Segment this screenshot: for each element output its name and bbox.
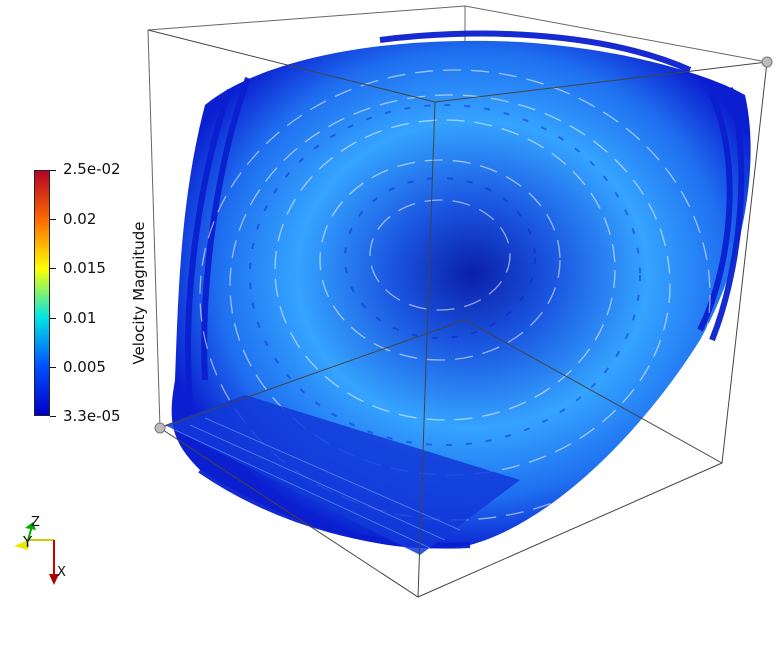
bounding-box-front (147, 29, 768, 598)
x-axis-arrow (49, 574, 59, 585)
colorbar-tick-mark (50, 318, 56, 319)
x-axis-label: X (57, 565, 66, 580)
colorbar-tick-label: 0.01 (63, 309, 97, 327)
y-axis-label: Y (23, 533, 33, 551)
colorbar-gradient (34, 170, 50, 416)
colorbar-tick-label: 0.005 (63, 358, 106, 376)
colorbar-tick-mark (50, 367, 56, 368)
box-corner-marker (761, 56, 773, 68)
colorbar-title: Velocity Magnitude (130, 221, 148, 365)
z-axis-arrow (25, 522, 36, 530)
z-axis-label: Z (31, 515, 40, 530)
colorbar-tick-label: 0.015 (63, 259, 106, 277)
y-axis-arrow (14, 540, 28, 550)
colorbar-tick-mark (50, 268, 56, 269)
axes-triad (14, 522, 59, 585)
box-corner-marker (154, 422, 166, 434)
colorbar-tick-label: 3.3e-05 (63, 407, 121, 425)
colorbar-tick-mark (50, 219, 56, 220)
colorbar-tick-label: 2.5e-02 (63, 160, 121, 178)
streamline-volume (165, 30, 751, 555)
colorbar-tick-label: 0.02 (63, 210, 97, 228)
colorbar-tick-mark (50, 170, 56, 171)
colorbar-tick-mark (50, 416, 56, 417)
